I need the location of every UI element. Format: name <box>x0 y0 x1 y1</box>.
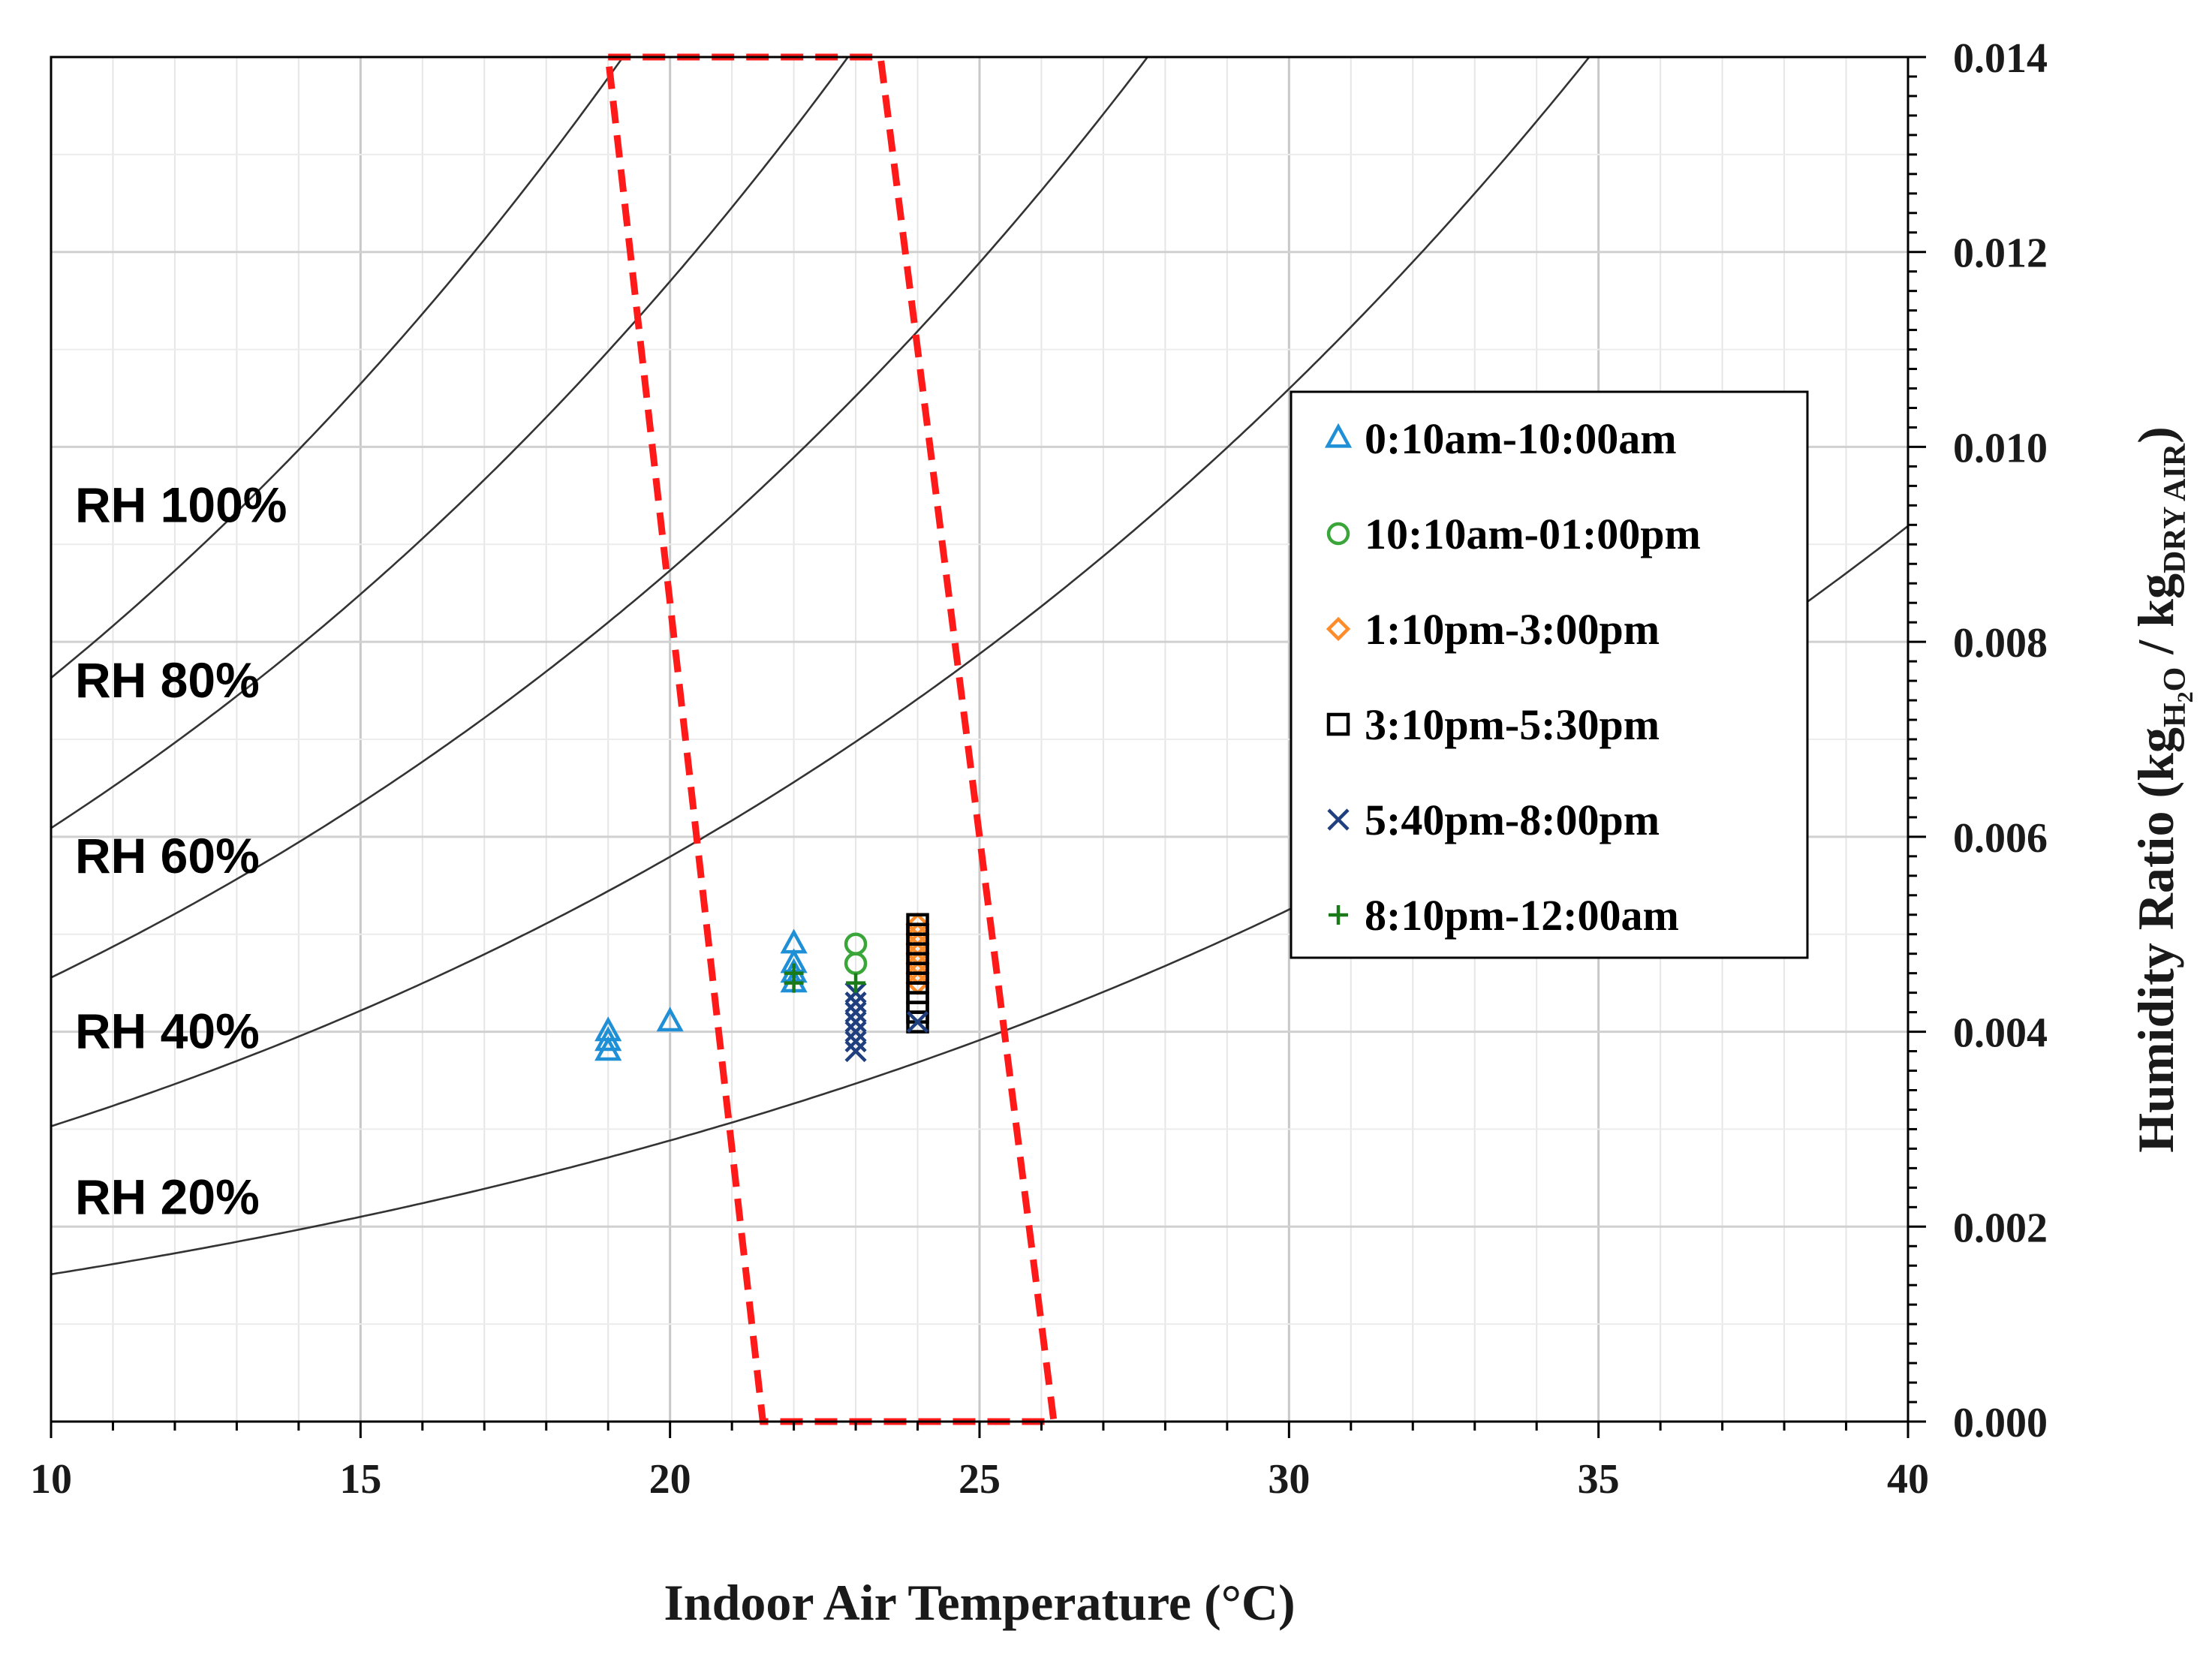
x-axis-title: Indoor Air Temperature (°C) <box>664 1574 1295 1631</box>
point-series-5 <box>784 963 804 983</box>
rh-curve-40 <box>50 56 1591 1127</box>
legend: 0:10am-10:00am 10:10am-01:00pm 1:10pm-3:00… <box>1290 390 1809 959</box>
legend-label-3: 3:10pm-5:30pm <box>1365 700 1660 749</box>
legend-label-2: 1:10pm-3:00pm <box>1365 605 1660 654</box>
data-points <box>594 912 930 1063</box>
legend-marker-4 <box>1327 808 1350 831</box>
point-series-5 <box>846 973 866 993</box>
point-series-4 <box>906 1010 929 1034</box>
axis-ticks: 10 15 20 25 30 35 40 0.000 0.002 0.004 0.006 0.008 0… <box>30 35 2048 1503</box>
rh-curve-60 <box>50 56 1148 979</box>
point-series-4 <box>844 1040 867 1063</box>
rh-label-60: RH 60% <box>75 828 260 883</box>
y-tick-label: 0.012 <box>1953 230 2048 277</box>
point-series-0 <box>656 1007 684 1032</box>
point-series-1 <box>844 932 868 955</box>
x-tick-label: 35 <box>1578 1456 1620 1503</box>
y-tick-label: 0.006 <box>1953 815 2048 862</box>
rh-label-80: RH 80% <box>75 652 260 708</box>
point-series-4 <box>844 1010 867 1034</box>
rh-label-100: RH 100% <box>75 477 287 532</box>
x-tick-label: 30 <box>1268 1456 1310 1503</box>
rh-labels: RH 100% RH 80% RH 60% RH 40% RH 20% <box>75 477 287 1224</box>
legend-marker-5 <box>1329 905 1348 925</box>
point-series-0 <box>780 928 808 954</box>
point-series-4 <box>844 1001 867 1024</box>
legend-label-1: 10:10am-01:00pm <box>1365 510 1701 558</box>
x-tick-label: 15 <box>339 1456 381 1503</box>
rh-label-40: RH 40% <box>75 1004 260 1059</box>
point-series-4 <box>844 1030 867 1053</box>
rh-curve-80 <box>50 56 849 829</box>
legend-label-4: 5:40pm-8:00pm <box>1365 796 1660 844</box>
point-series-0 <box>594 1016 622 1042</box>
point-series-4 <box>844 1020 867 1043</box>
legend-marker-1 <box>1326 522 1350 546</box>
legend-label-5: 8:10pm-12:00am <box>1365 891 1679 940</box>
y-tick-label: 0.008 <box>1953 620 2048 667</box>
legend-box <box>1290 390 1809 959</box>
x-tick-label: 25 <box>959 1456 1001 1503</box>
x-tick-label: 10 <box>30 1456 72 1503</box>
rh-label-20: RH 20% <box>75 1169 260 1224</box>
legend-marker-2 <box>1326 616 1351 642</box>
x-tick-label: 40 <box>1887 1456 1929 1503</box>
y-tick-label: 0.010 <box>1953 425 2048 471</box>
point-series-4 <box>844 991 867 1014</box>
rh-curve-100 <box>50 56 624 679</box>
y-tick-label: 0.000 <box>1953 1400 2048 1446</box>
legend-marker-3 <box>1326 712 1350 736</box>
legend-marker-0 <box>1324 423 1353 448</box>
y-tick-label: 0.014 <box>1953 35 2048 82</box>
legend-label-0: 0:10am-10:00am <box>1365 414 1677 463</box>
y-tick-label: 0.004 <box>1953 1010 2048 1057</box>
y-tick-label: 0.002 <box>1953 1205 2048 1251</box>
point-series-3 <box>906 913 929 936</box>
x-tick-label: 20 <box>649 1456 691 1503</box>
y-axis-title: Humidity Ratio (kgH2O / kgDRY AIR) <box>2127 426 2198 1153</box>
